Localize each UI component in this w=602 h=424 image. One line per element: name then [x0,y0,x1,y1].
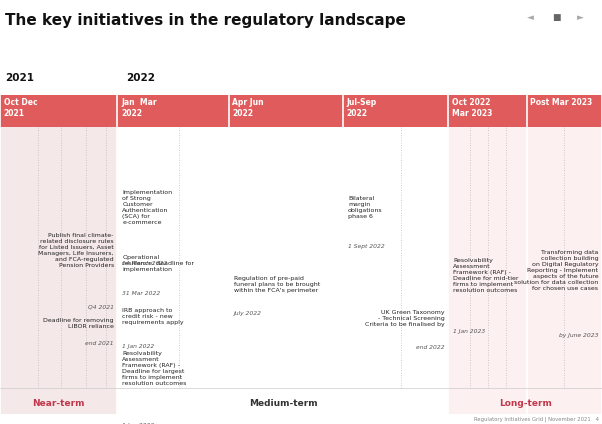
Text: ■: ■ [552,13,560,22]
Text: Mar 2023: Mar 2023 [452,109,492,118]
Text: 1 Jan 2023: 1 Jan 2023 [453,329,486,334]
Text: 2021: 2021 [5,73,34,83]
Text: Regulatory Initiatives Grid | November 2021   4: Regulatory Initiatives Grid | November 2… [474,416,599,422]
Text: 2021: 2021 [4,109,25,118]
Text: Jul-Sep: Jul-Sep [347,98,377,106]
Text: 1 Jan 2022: 1 Jan 2022 [122,344,155,349]
Text: IRB approach to
credit risk - new
requirements apply: IRB approach to credit risk - new requir… [122,308,184,326]
Bar [343,127,448,388]
Bar [117,95,229,127]
Text: 2022: 2022 [126,73,155,83]
Text: 1 Sept 2022: 1 Sept 2022 [348,244,385,249]
Text: Long-term: Long-term [499,399,551,408]
Bar [229,95,343,127]
Text: Regulation of pre-paid
funeral plans to be brought
within the FCA's perimeter: Regulation of pre-paid funeral plans to … [234,276,320,293]
Text: Deadline for removing
LIBOR reliance: Deadline for removing LIBOR reliance [43,318,114,329]
Text: UK Green Taxonomy
- Technical Screening
Criteria to be finalised by: UK Green Taxonomy - Technical Screening … [365,310,445,327]
Text: Post Mar 2023: Post Mar 2023 [530,98,592,106]
Bar [448,127,527,388]
Text: Q4 2021: Q4 2021 [88,304,114,309]
Bar [343,95,448,127]
Text: July 2022: July 2022 [234,312,262,316]
Text: by June 2023: by June 2023 [559,333,598,338]
Text: 14 March 2022: 14 March 2022 [122,261,167,266]
Text: 2022: 2022 [347,109,368,118]
Text: Bilateral
margin
obligations
phase 6: Bilateral margin obligations phase 6 [348,196,383,219]
Bar [117,388,448,414]
Text: Resolvability
Assessment
Framework (RAF) -
Deadline for largest
firms to impleme: Resolvability Assessment Framework (RAF)… [122,351,187,386]
Bar [448,95,527,127]
Text: end 2021: end 2021 [85,341,114,346]
Bar [0,95,117,127]
Text: 1 Jan 2022: 1 Jan 2022 [122,423,155,424]
Bar [0,388,117,414]
Bar [229,127,343,388]
Text: Near-term: Near-term [33,399,85,408]
Text: Jan  Mar: Jan Mar [121,98,157,106]
Text: The key initiatives in the regulatory landscape: The key initiatives in the regulatory la… [5,13,406,28]
Text: Oct Dec: Oct Dec [4,98,37,106]
Text: Oct 2022: Oct 2022 [452,98,491,106]
Bar [527,127,602,388]
Text: end 2022: end 2022 [416,345,445,350]
Text: Implementation
of Strong
Customer
Authentication
(SCA) for
e-commerce: Implementation of Strong Customer Authen… [122,190,172,225]
Text: ◄: ◄ [527,13,533,22]
Text: Apr Jun: Apr Jun [232,98,264,106]
Bar [448,388,602,414]
Bar [117,127,229,388]
Text: Resolvability
Assessment
Framework (RAF) -
Deadline for mid-tier
firms to implem: Resolvability Assessment Framework (RAF)… [453,257,519,293]
Text: Operational
resilience: deadline for
implementation: Operational resilience: deadline for imp… [122,255,194,272]
Text: Transforming data
collection building
on Digital Regulatory
Reporting - Implemen: Transforming data collection building on… [514,250,598,291]
Text: 31 Mar 2022: 31 Mar 2022 [122,290,161,296]
Text: ►: ► [577,13,584,22]
Text: 2022: 2022 [121,109,142,118]
Text: Medium-term: Medium-term [249,399,317,408]
Text: Publish final climate-
related disclosure rules
for Listed Issuers, Asset
Manage: Publish final climate- related disclosur… [39,233,114,268]
Bar [527,95,602,127]
Bar [0,127,117,388]
Text: 2022: 2022 [232,109,253,118]
